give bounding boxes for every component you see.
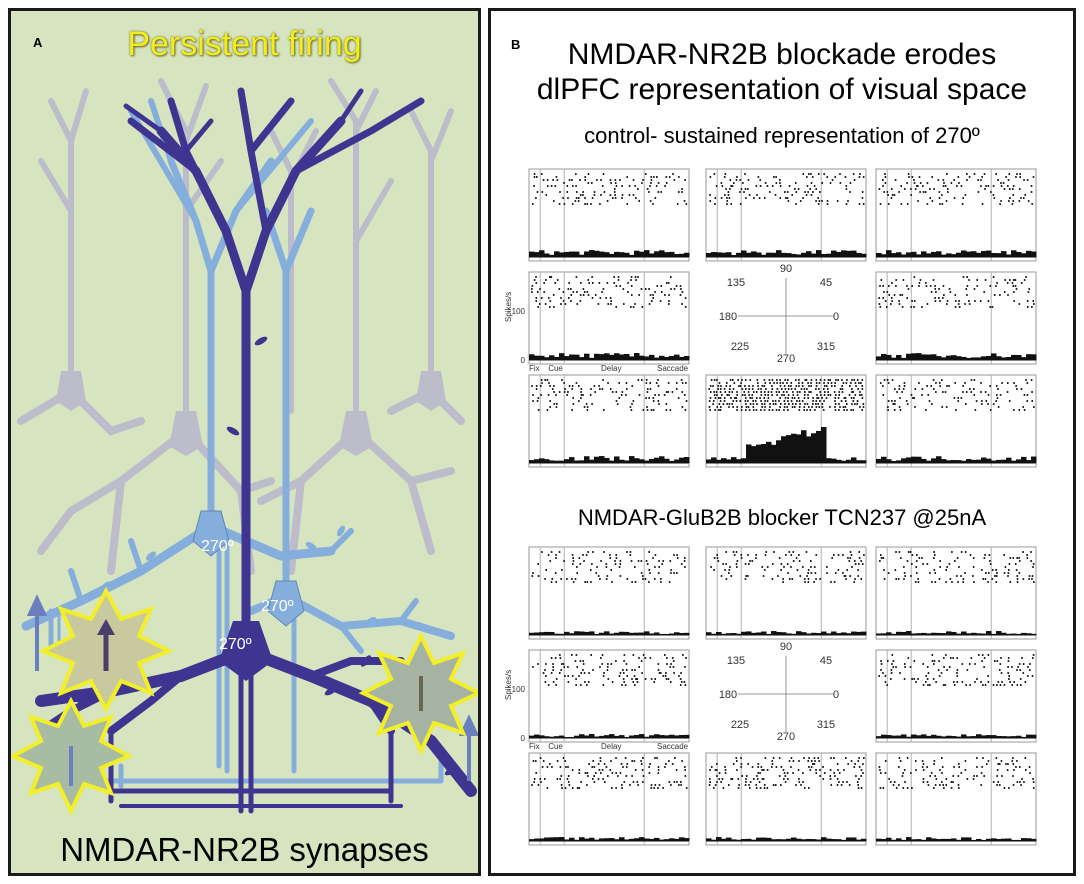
direction-label-135: 135 xyxy=(727,277,745,289)
epoch-label-cue: Cue xyxy=(548,742,563,751)
epoch-label-delay: Delay xyxy=(601,364,621,373)
raster-panel-r0-c1 xyxy=(705,168,867,262)
direction-label-180: 180 xyxy=(719,311,737,323)
panel-a-letter: A xyxy=(33,35,43,50)
direction-label-180: 180 xyxy=(719,689,737,701)
direction-label-90: 90 xyxy=(780,641,792,653)
y-axis-label: Spikes/s xyxy=(504,292,513,322)
y-tick-100: 100 xyxy=(512,307,526,316)
blocker-condition-label: NMDAR-GluB2B blocker TCN237 @25nA xyxy=(577,505,987,530)
dark-soma xyxy=(219,621,273,681)
panel-a-bottom-label: NMDAR-NR2B synapses xyxy=(60,831,429,868)
raster-panel-r2-c2 xyxy=(875,374,1037,468)
direction-label-0: 0 xyxy=(833,689,839,701)
epoch-label-saccade: Saccade xyxy=(657,364,689,373)
direction-label-45: 45 xyxy=(820,277,832,289)
direction-label-0: 0 xyxy=(833,311,839,323)
raster-panel-r0-c1 xyxy=(705,546,867,640)
dendritic-spines-light xyxy=(101,525,427,630)
y-tick-0: 0 xyxy=(521,356,526,365)
synapse-burst-right xyxy=(358,631,478,756)
background-neurons xyxy=(17,78,465,575)
epoch-label-cue: Cue xyxy=(548,364,563,373)
angle-label-1: 270º xyxy=(201,538,234,555)
synapse-burst-bottom-left xyxy=(11,696,134,816)
raster-panel-r2-c0 xyxy=(528,752,690,846)
raster-panel-r2-c1 xyxy=(705,374,867,468)
direction-label-270: 270 xyxy=(777,731,795,743)
panel-b-title-line1: NMDAR-NR2B blockade erodes xyxy=(567,38,997,71)
neuron-network-diagram: 270º 270º 270º xyxy=(11,78,478,816)
direction-label-225: 225 xyxy=(731,341,749,353)
direction-label-270: 270 xyxy=(777,353,795,365)
raster-panel-r1-c2 xyxy=(875,271,1037,365)
panel-a: 270º 270º 270º A Persistent firing NMDAR… xyxy=(8,8,481,876)
y-tick-0: 0 xyxy=(521,734,526,743)
raster-panel-r2-c1 xyxy=(705,752,867,846)
epoch-label-fix: Fix xyxy=(529,364,540,373)
direction-label-225: 225 xyxy=(731,719,749,731)
y-tick-100: 100 xyxy=(512,685,526,694)
panel-a-title: Persistent firing xyxy=(127,25,362,63)
raster-panel-r1-c2 xyxy=(875,649,1037,743)
direction-label-315: 315 xyxy=(817,341,835,353)
raster-panel-r0-c0 xyxy=(528,168,690,262)
epoch-label-saccade: Saccade xyxy=(657,742,689,751)
angle-label-3: 270º xyxy=(219,636,252,653)
direction-label-90: 90 xyxy=(780,263,792,275)
epoch-label-delay: Delay xyxy=(601,742,621,751)
y-axis-label: Spikes/s xyxy=(504,670,513,700)
panel-b: B NMDAR-NR2B blockade erodes dlPFC repre… xyxy=(488,8,1076,876)
control-condition-label: control- sustained representation of 270… xyxy=(584,123,980,148)
raster-panel-r0-c2 xyxy=(875,546,1037,640)
epoch-label-fix: Fix xyxy=(529,742,540,751)
direction-label-315: 315 xyxy=(817,719,835,731)
input-arrows xyxy=(26,594,478,781)
raster-panel-r2-c2 xyxy=(875,752,1037,846)
raster-panel-r2-c0 xyxy=(528,374,690,468)
raster-panel-r0-c2 xyxy=(875,168,1037,262)
direction-compass: 90 45 0 315 270 225 180 135 xyxy=(719,263,839,365)
raster-panel-r0-c0 xyxy=(528,546,690,640)
angle-label-2: 270º xyxy=(261,598,294,615)
panel-b-letter: B xyxy=(511,37,521,52)
panel-b-title: NMDAR-NR2B blockade erodes dlPFC represe… xyxy=(491,37,1073,107)
panel-b-title-line2: dlPFC representation of visual space xyxy=(536,73,1028,106)
synapse-burst-left xyxy=(38,586,174,714)
direction-label-45: 45 xyxy=(820,655,832,667)
direction-compass: 90 45 0 315 270 225 180 135 xyxy=(719,641,839,743)
direction-label-135: 135 xyxy=(727,655,745,667)
light-blue-somata xyxy=(192,510,305,627)
